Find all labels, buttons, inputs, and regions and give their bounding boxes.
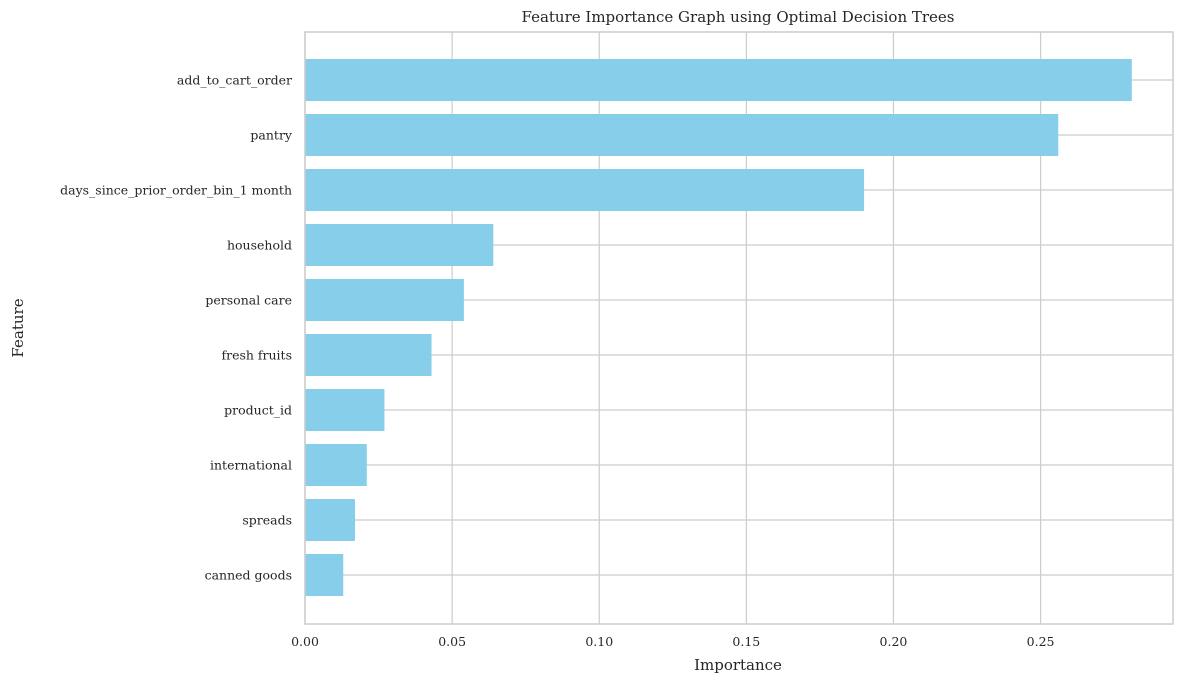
y-tick-label: personal care (205, 293, 292, 308)
bars (305, 59, 1132, 596)
y-tick-label: fresh fruits (221, 348, 292, 363)
x-tick-label: 0.00 (291, 634, 319, 649)
y-tick-label: international (210, 458, 292, 473)
bar-fresh-fruits (305, 334, 432, 376)
bar-add-to-cart-order (305, 59, 1132, 101)
bar-days-since-prior-order-bin-1-month (305, 169, 865, 211)
x-tick-label: 0.15 (732, 634, 760, 649)
y-tick-label: add_to_cart_order (177, 73, 292, 88)
x-tick-labels: 0.00 0.05 0.10 0.15 0.20 0.25 (291, 634, 1054, 649)
bar-personal-care (305, 279, 464, 321)
x-tick-label: 0.25 (1027, 634, 1055, 649)
bar-international (305, 444, 367, 486)
y-tick-label: pantry (250, 128, 293, 143)
y-tick-label: product_id (224, 403, 292, 418)
bar-pantry (305, 114, 1059, 156)
chart-title: Feature Importance Graph using Optimal D… (522, 8, 955, 26)
y-tick-label: household (227, 238, 292, 253)
y-tick-label: days_since_prior_order_bin_1 month (60, 183, 292, 198)
x-tick-label: 0.05 (438, 634, 466, 649)
x-axis-label: Importance (694, 656, 782, 674)
plot-frame (304, 31, 1174, 625)
x-tick-label: 0.10 (585, 634, 613, 649)
x-tick-label: 0.20 (880, 634, 908, 649)
y-axis-label: Feature (9, 298, 27, 357)
bar-household (305, 224, 494, 266)
bar-canned-goods (305, 554, 344, 596)
y-tick-label: spreads (242, 513, 292, 528)
bar-product-id (305, 389, 385, 431)
bar-spreads (305, 499, 356, 541)
y-tick-label: canned goods (205, 568, 292, 583)
